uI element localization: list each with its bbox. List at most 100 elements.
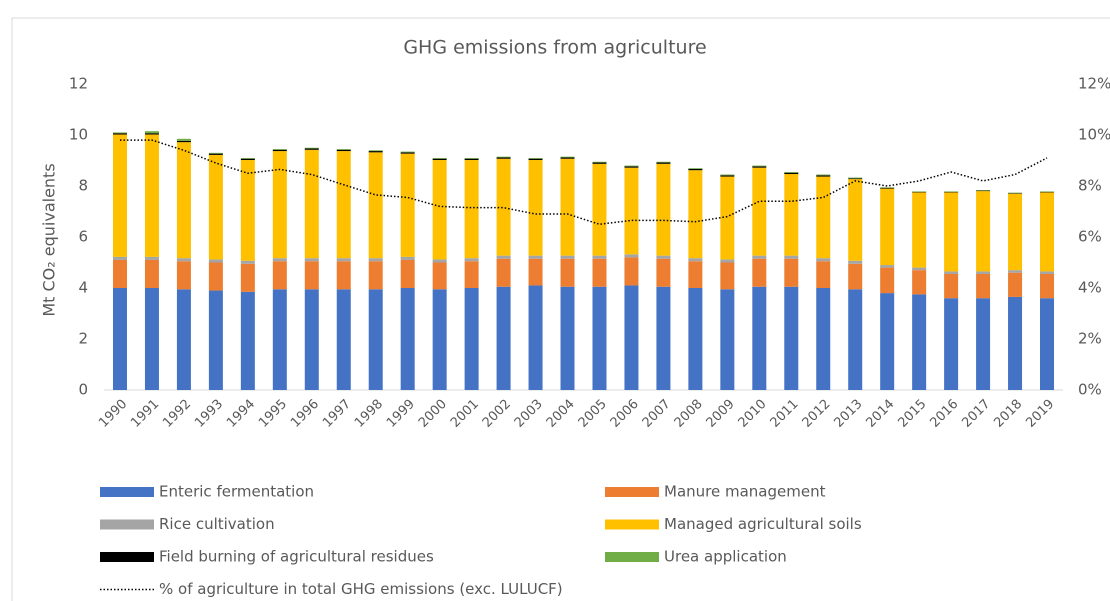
bar-segment [880,293,895,390]
bar-segment [976,271,991,274]
y2-tick-label: 2% [1078,330,1102,348]
bar-segment [752,167,767,256]
y-tick-label: 2 [78,330,88,348]
bar-segment [208,153,223,155]
legend-label: Rice cultivation [159,515,275,533]
bar-segment [496,255,511,259]
bar-segment [944,273,959,299]
bar-segment [784,258,799,287]
bar-segment [848,263,863,290]
bar-segment [1040,271,1055,274]
bar-segment [784,286,799,390]
bar-segment [240,158,255,160]
bar-segment [592,258,607,287]
bar-segment [336,289,351,390]
bar-segment [816,176,831,259]
bar-segment [976,190,991,192]
bar-segment [592,163,607,256]
bar-segment [400,151,415,153]
bar-segment [144,256,159,260]
bar-segment [112,288,127,390]
bar-segment [304,147,319,149]
bar-segment [240,157,255,159]
bar-segment [912,294,927,390]
bar-segment [816,258,831,262]
legend-swatch [100,487,154,497]
bar-segment [144,288,159,390]
y-tick-label: 8 [78,177,88,195]
bar-segment [176,289,191,390]
bar-segment [880,265,895,268]
legend-swatch [100,552,154,562]
bar-segment [208,262,223,291]
y2-tick-label: 8% [1078,177,1102,195]
bar-segment [112,132,127,134]
bar-segment [944,298,959,390]
legend-label: Managed agricultural soils [664,515,862,533]
bar-segment [304,261,319,290]
bar-segment [784,172,799,175]
bar-segment [880,187,895,189]
bar-segment [240,291,255,390]
bar-segment [816,174,831,176]
bar-segment [272,149,287,152]
bar-segment [560,158,575,256]
bar-segment [400,153,415,257]
bar-segment [400,256,415,260]
bar-segment [976,190,991,191]
bar-segment [624,167,639,255]
bar-segment [624,165,639,167]
bar-segment [880,188,895,266]
bar-segment [208,152,223,154]
bar-segment [1040,273,1055,299]
y-tick-label: 12 [69,75,88,93]
bar-segment [752,255,767,259]
bar-segment [304,148,319,150]
bar-segment [368,258,383,262]
bar-segment [368,152,383,259]
bar-segment [720,176,735,260]
bar-segment [592,286,607,390]
bar-segment [272,261,287,290]
bar-segment [816,261,831,288]
bar-segment [208,290,223,390]
bar-segment [112,259,127,288]
bar-segment [560,255,575,259]
legend-swatch [605,487,659,497]
bar-segment [976,298,991,390]
bar-segment [336,258,351,262]
bar-segment [912,267,927,271]
y-tick-label: 10 [69,126,88,144]
bar-segment [464,258,479,262]
bar-segment [176,258,191,262]
y-tick-label: 6 [78,228,88,246]
bar-segment [688,288,703,390]
bar-segment [656,286,671,390]
bar-segment [656,255,671,259]
bar-segment [752,165,767,167]
bar-segment [432,158,447,160]
bar-segment [272,151,287,259]
bar-segment [656,161,671,163]
bar-segment [784,255,799,259]
bar-segment [656,163,671,256]
chart-title: GHG emissions from agriculture [403,37,706,59]
bar-segment [368,151,383,153]
bar-segment [560,258,575,287]
bar-segment [432,157,447,159]
bar-segment [464,158,479,160]
y-axis-label: Mt CO₂ equivalents [40,163,59,316]
bar-segment [944,191,959,193]
bar-segment [720,262,735,290]
bar-segment [1040,191,1055,192]
bar-segment [1040,191,1055,193]
bar-segment [432,289,447,390]
bar-segment [496,157,511,159]
bar-segment [336,151,351,259]
bar-segment [464,288,479,390]
bar-segment [880,187,895,188]
bar-segment [496,156,511,158]
bar-segment [496,158,511,256]
bar-segment [240,260,255,264]
bar-segment [1040,298,1055,390]
